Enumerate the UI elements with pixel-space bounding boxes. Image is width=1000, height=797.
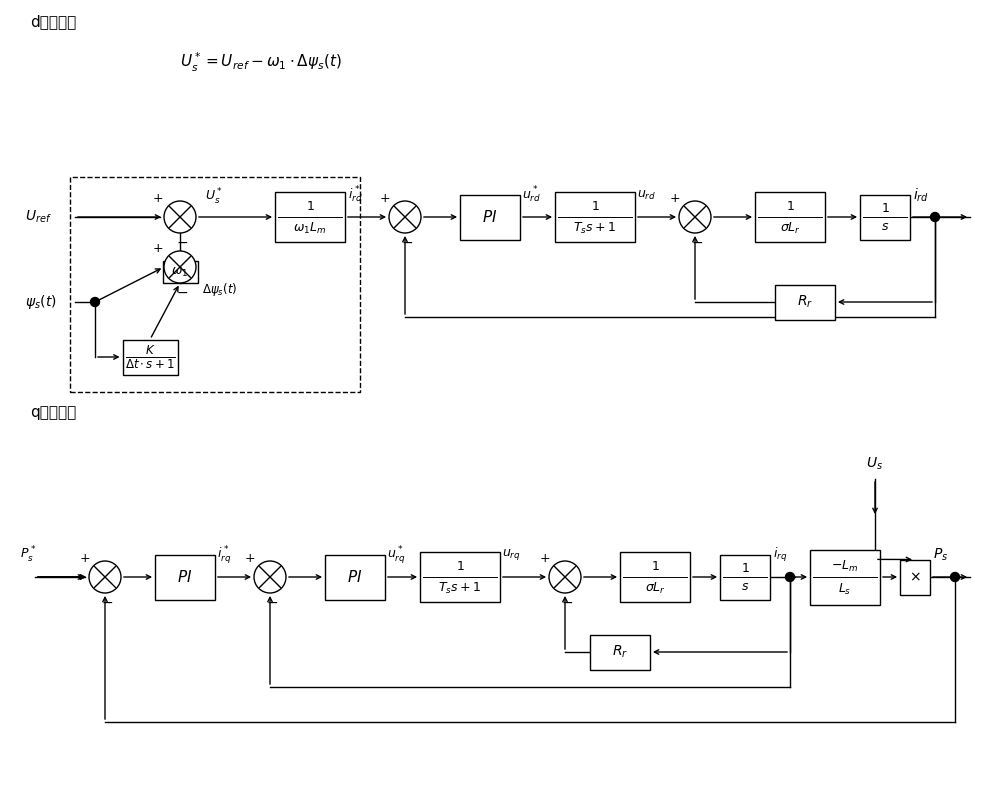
Text: $i_{rd}$: $i_{rd}$ [913,186,929,204]
Text: $-$: $-$ [101,595,113,609]
Bar [122,340,178,375]
Circle shape [389,201,421,233]
Text: $u_{rq}^*$: $u_{rq}^*$ [387,544,406,566]
Text: $\omega_1$: $\omega_1$ [171,265,189,278]
Text: $+$: $+$ [539,552,551,566]
Text: $P_s$: $P_s$ [933,547,948,563]
Text: $1$: $1$ [786,201,794,214]
Text: $u_{rd}^*$: $u_{rd}^*$ [522,185,541,205]
Bar [325,555,385,599]
Bar [155,555,215,599]
Text: $U_s$: $U_s$ [866,456,884,472]
Text: $-$: $-$ [561,595,573,609]
Text: $s$: $s$ [741,580,749,594]
Bar [460,194,520,240]
Text: $1$: $1$ [591,201,599,214]
Text: $PI$: $PI$ [347,569,363,585]
Bar [590,634,650,669]
Bar [162,261,198,283]
Text: $U_s^*$: $U_s^*$ [205,187,223,207]
Bar [900,559,930,595]
Text: $-$: $-$ [266,595,278,609]
Bar [810,549,880,604]
Text: $1$: $1$ [741,562,749,575]
Bar [775,285,835,320]
Circle shape [254,561,286,593]
Circle shape [164,201,196,233]
Text: $+$: $+$ [669,193,681,206]
Circle shape [930,213,940,222]
Text: $+$: $+$ [244,552,256,566]
Text: $-L_m$: $-L_m$ [831,559,859,574]
Text: $-$: $-$ [176,285,188,299]
Text: $\Delta\psi_s(t)$: $\Delta\psi_s(t)$ [202,281,237,297]
Text: $-$: $-$ [691,235,703,249]
Text: $1$: $1$ [456,560,464,574]
Text: $K$: $K$ [145,344,155,356]
Text: $-$: $-$ [401,235,413,249]
Text: $\times$: $\times$ [909,570,921,584]
Bar [555,192,635,242]
Circle shape [549,561,581,593]
Circle shape [89,561,121,593]
Text: $\sigma L_r$: $\sigma L_r$ [780,221,800,236]
Text: $T_s s+1$: $T_s s+1$ [573,221,617,236]
Circle shape [90,297,100,307]
Text: $P_s^*$: $P_s^*$ [20,545,36,565]
Text: $PI$: $PI$ [482,209,498,225]
Text: $+$: $+$ [152,242,164,256]
Circle shape [679,201,711,233]
Text: $1$: $1$ [651,560,659,574]
Bar [70,177,360,392]
Text: $U_s^* = U_{ref} - \omega_1 \cdot \Delta\psi_s(t)$: $U_s^* = U_{ref} - \omega_1 \cdot \Delta… [180,50,342,73]
Text: $1$: $1$ [306,201,314,214]
Circle shape [786,572,794,582]
Circle shape [164,251,196,283]
Text: $T_s s+1$: $T_s s+1$ [438,580,482,595]
Text: $i_{rq}$: $i_{rq}$ [773,546,787,564]
Bar [860,194,910,240]
Text: $1$: $1$ [881,202,889,214]
Text: $R_r$: $R_r$ [797,294,813,310]
Text: $\sigma L_r$: $\sigma L_r$ [645,580,665,595]
Text: $i_{rd}^*$: $i_{rd}^*$ [348,185,363,205]
Text: $s$: $s$ [881,221,889,234]
Text: $U_{ref}$: $U_{ref}$ [25,209,52,226]
Text: $\omega_1 L_m$: $\omega_1 L_m$ [293,221,327,236]
Bar [420,552,500,602]
Text: $+$: $+$ [152,193,164,206]
Bar [275,192,345,242]
Bar [755,192,825,242]
Text: $u_{rq}$: $u_{rq}$ [502,548,521,563]
Text: $R_r$: $R_r$ [612,644,628,660]
Text: $+$: $+$ [379,193,391,206]
Text: $PI$: $PI$ [177,569,193,585]
Text: q轴控制：: q轴控制： [30,405,76,419]
Bar [720,555,770,599]
Text: $\Delta t \cdot s+1$: $\Delta t \cdot s+1$ [125,358,175,371]
Text: d轴控制：: d轴控制： [30,14,76,29]
Circle shape [950,572,960,582]
Bar [620,552,690,602]
Text: $-$: $-$ [176,235,188,249]
Text: $+$: $+$ [79,552,91,566]
Text: $L_s$: $L_s$ [838,582,852,597]
Text: $\psi_s(t)$: $\psi_s(t)$ [25,293,57,311]
Text: $i_{rq}^*$: $i_{rq}^*$ [217,544,231,566]
Text: $u_{rd}$: $u_{rd}$ [637,188,656,202]
